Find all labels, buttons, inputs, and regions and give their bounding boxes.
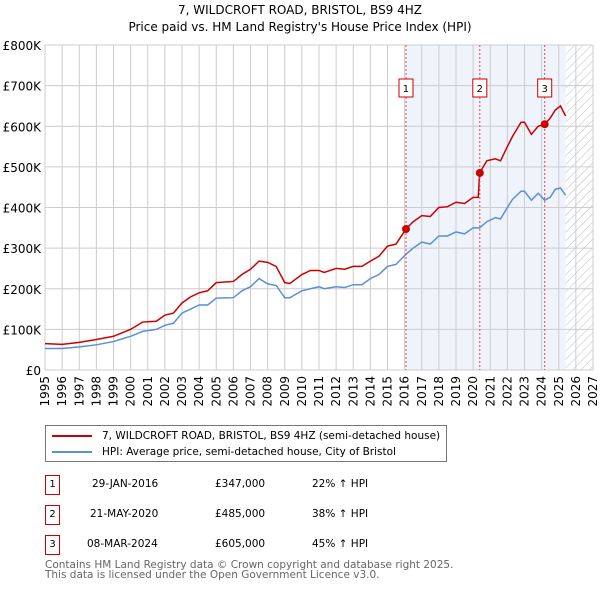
- x-tick-label: 2011: [312, 376, 326, 407]
- x-tick-label: 2017: [415, 376, 429, 407]
- y-tick-label: £200K: [3, 283, 43, 297]
- x-tick-label: 2001: [141, 376, 155, 407]
- sale-price: £485,000: [215, 508, 266, 520]
- sale-row-1: 1 29-JAN-2016 £347,000 22% ↑ HPI: [45, 475, 465, 495]
- chart-title: 7, WILDCROFT ROAD, BRISTOL, BS9 4HZ: [178, 3, 422, 17]
- y-tick-label: £500K: [3, 161, 43, 175]
- y-tick-label: £800K: [3, 39, 43, 53]
- sale-label-box: [537, 78, 553, 98]
- sale-date: 08-MAR-2024: [87, 538, 158, 550]
- series-line: [45, 187, 567, 350]
- price-chart: 7, WILDCROFT ROAD, BRISTOL, BS9 4HZ Price…: [3, 3, 600, 407]
- y-tick-label: £0: [26, 364, 41, 378]
- legend-item-property: 7, WILDCROFT ROAD, BRISTOL, BS9 4HZ (sem…: [52, 430, 440, 442]
- legend: 7, WILDCROFT ROAD, BRISTOL, BS9 4HZ (sem…: [45, 425, 447, 462]
- sale-label-box: [472, 78, 488, 98]
- sale-label-box: [398, 78, 414, 98]
- x-tick-label: 2021: [483, 376, 497, 407]
- legend-item-hpi: HPI: Average price, semi-detached house,…: [52, 446, 396, 458]
- sale-price: £347,000: [215, 478, 266, 490]
- y-tick-label: £700K: [3, 80, 43, 94]
- x-tick-label: 2010: [295, 376, 309, 407]
- x-tick-label: 2019: [449, 376, 463, 407]
- x-tick-label: 2020: [466, 376, 480, 407]
- sale-row-3: 3 08-MAR-2024 £605,000 45% ↑ HPI: [45, 535, 465, 555]
- legend-swatch-blue: [52, 451, 92, 453]
- x-tick-label: 2008: [261, 376, 275, 407]
- x-tick-label: 1998: [89, 376, 103, 407]
- sale-row-2: 2 21-MAY-2020 £485,000 38% ↑ HPI: [45, 505, 465, 525]
- x-tick-label: 2024: [535, 376, 549, 407]
- footer: Contains HM Land Registry data © Crown c…: [45, 559, 454, 581]
- x-tick-label: 2002: [158, 376, 172, 407]
- x-tick-label: 2012: [329, 376, 343, 407]
- sale-date: 29-JAN-2016: [92, 478, 159, 490]
- sale-label: 3: [542, 84, 548, 95]
- sale-price: £605,000: [215, 538, 266, 550]
- x-tick-label: 2025: [552, 376, 566, 407]
- sale-hpi: 38% ↑ HPI: [312, 508, 369, 520]
- sale-date: 21-MAY-2020: [90, 508, 159, 520]
- legend-label: HPI: Average price, semi-detached house,…: [102, 446, 396, 458]
- chart-subtitle: Price paid vs. HM Land Registry's House …: [128, 20, 471, 34]
- sale-badge: 2: [45, 505, 60, 525]
- legend-swatch-red: [52, 435, 92, 437]
- footer-copyright: Contains HM Land Registry data © Crown c…: [45, 559, 454, 571]
- x-tick-label: 2026: [569, 376, 583, 407]
- x-tick-label: 2000: [124, 376, 138, 407]
- sale-badge: 1: [45, 475, 60, 495]
- series-line: [44, 104, 567, 346]
- sale-point: [540, 120, 549, 129]
- x-tick-label: 1996: [55, 376, 69, 407]
- sale-point: [475, 168, 484, 177]
- x-tick-label: 2013: [346, 376, 360, 407]
- x-tick-label: 2006: [226, 376, 240, 407]
- y-tick-label: £600K: [3, 120, 43, 134]
- footer-licence: This data is licensed under the Open Gov…: [45, 569, 380, 581]
- x-tick-label: 2022: [500, 376, 514, 407]
- x-tick-label: 1995: [38, 376, 52, 407]
- x-tick-label: 2014: [363, 376, 377, 407]
- x-tick-label: 2003: [175, 376, 189, 407]
- x-tick-label: 2027: [586, 376, 600, 407]
- sale-point: [401, 225, 410, 234]
- sale-label: 2: [477, 84, 483, 95]
- sale-label: 1: [403, 84, 409, 95]
- x-tick-label: 2016: [398, 376, 412, 407]
- sale-badge: 3: [45, 535, 60, 555]
- x-tick-label: 2023: [518, 376, 532, 407]
- x-tick-label: 2009: [278, 376, 292, 407]
- sale-hpi: 22% ↑ HPI: [312, 478, 369, 490]
- legend-label: 7, WILDCROFT ROAD, BRISTOL, BS9 4HZ (sem…: [102, 430, 441, 442]
- x-tick-label: 2018: [432, 376, 446, 407]
- x-tick-label: 2005: [209, 376, 223, 407]
- x-tick-label: 2015: [381, 376, 395, 407]
- sale-hpi: 45% ↑ HPI: [312, 538, 369, 550]
- y-tick-label: £300K: [3, 242, 43, 256]
- y-tick-label: £400K: [3, 202, 43, 216]
- x-tick-label: 2007: [244, 376, 258, 407]
- x-tick-label: 1999: [107, 376, 121, 407]
- y-tick-label: £100K: [3, 323, 43, 337]
- x-tick-label: 2004: [192, 376, 206, 407]
- x-tick-label: 1997: [72, 376, 86, 407]
